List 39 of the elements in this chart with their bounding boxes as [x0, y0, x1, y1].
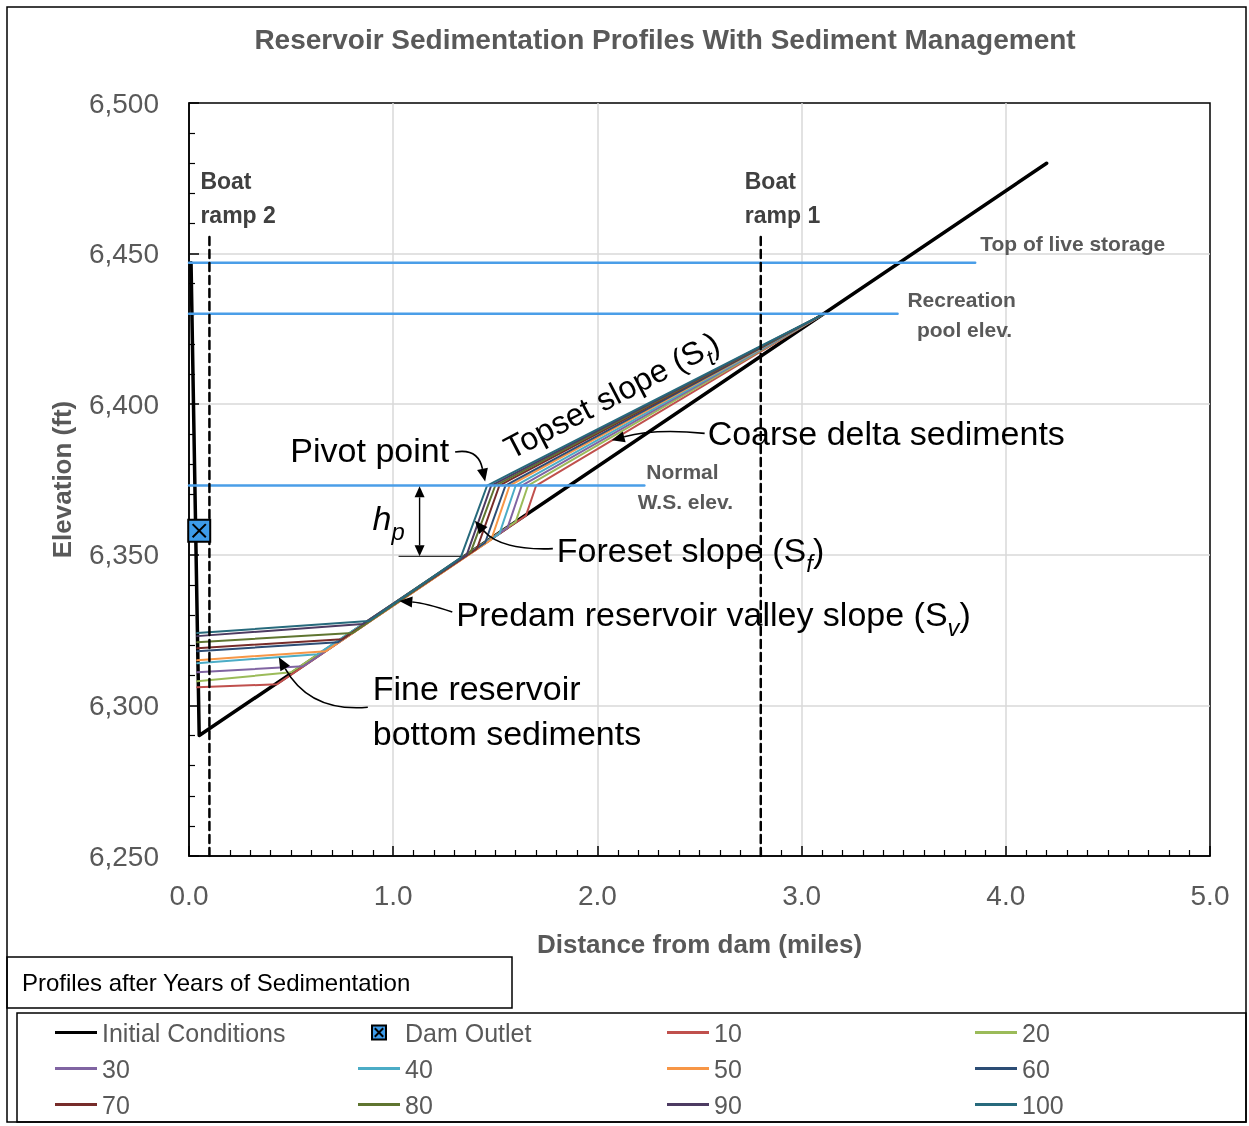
x-tick-label: 2.0 — [577, 879, 617, 911]
y-tick-label: 6,350 — [88, 539, 159, 571]
legend-label: Initial Conditions — [102, 1018, 286, 1047]
legend-label: 70 — [102, 1090, 130, 1119]
annotation: Pivot point — [290, 431, 450, 470]
annotation: Coarse delta sediments — [707, 414, 1065, 453]
annotation: Fine reservoir bottom sediments — [372, 668, 642, 752]
annotation: Top of live storage — [980, 231, 1166, 255]
chart-title: Reservoir Sedimentation Profiles With Sediment Management — [254, 23, 1076, 55]
legend-label: 20 — [1022, 1018, 1050, 1047]
y-tick-label: 6,500 — [88, 87, 159, 119]
x-tick-label: 1.0 — [373, 879, 413, 911]
y-tick-label: 6,300 — [88, 689, 159, 721]
legend-title: Profiles after Years of Sedimentation — [22, 968, 411, 996]
x-tick-label: 3.0 — [782, 879, 822, 911]
y-axis-title: Elevation (ft) — [47, 400, 77, 559]
x-tick-label: 5.0 — [1190, 879, 1230, 911]
x-tick-label: 4.0 — [986, 879, 1026, 911]
annotation: Boat ramp 1 — [744, 168, 821, 229]
legend-label: 100 — [1022, 1090, 1064, 1119]
legend-label: 40 — [405, 1054, 433, 1083]
annotation: h$_{p}$ — [372, 498, 405, 545]
y-tick-label: 6,450 — [88, 238, 159, 270]
annotation: Normal W.S. elev. — [637, 459, 734, 513]
legend-label: 50 — [714, 1054, 742, 1083]
y-tick-label: 6,400 — [88, 388, 159, 420]
annotation: Foreset slope (S$_{f}$) — [556, 530, 825, 577]
legend-label: 10 — [714, 1018, 742, 1047]
annotation: Predam reservoir valley slope (S$_{v}$) — [456, 594, 971, 641]
legend-label: 60 — [1022, 1054, 1050, 1083]
legend-label: 90 — [714, 1090, 742, 1119]
legend-label: 80 — [405, 1090, 433, 1119]
annotation: Boat ramp 2 — [200, 168, 276, 229]
legend-label: 30 — [102, 1054, 130, 1083]
x-tick-label: 0.0 — [169, 879, 209, 911]
legend-label: Dam Outlet — [405, 1018, 532, 1047]
y-tick-label: 6,250 — [88, 840, 159, 872]
x-axis-title: Distance from dam (miles) — [536, 929, 863, 959]
annotation: Recreation pool elev. — [907, 287, 1022, 341]
